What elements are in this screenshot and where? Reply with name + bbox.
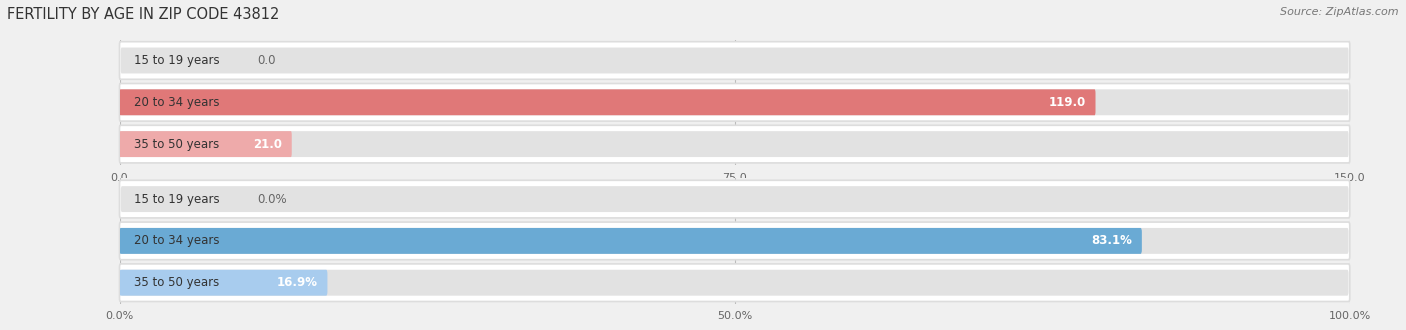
Text: 21.0: 21.0	[253, 138, 281, 150]
FancyBboxPatch shape	[121, 131, 1348, 157]
FancyBboxPatch shape	[120, 89, 1095, 115]
FancyBboxPatch shape	[121, 186, 1348, 212]
FancyBboxPatch shape	[120, 228, 1142, 254]
FancyBboxPatch shape	[121, 270, 1348, 296]
Text: 119.0: 119.0	[1049, 96, 1085, 109]
FancyBboxPatch shape	[120, 180, 1350, 218]
Text: 0.0: 0.0	[257, 54, 276, 67]
FancyBboxPatch shape	[121, 89, 1348, 115]
Text: 35 to 50 years: 35 to 50 years	[135, 276, 219, 289]
FancyBboxPatch shape	[120, 125, 1350, 163]
Text: 0.0%: 0.0%	[257, 193, 287, 206]
FancyBboxPatch shape	[120, 131, 292, 157]
Text: 15 to 19 years: 15 to 19 years	[135, 54, 219, 67]
FancyBboxPatch shape	[120, 222, 1350, 260]
Text: Source: ZipAtlas.com: Source: ZipAtlas.com	[1281, 7, 1399, 16]
FancyBboxPatch shape	[120, 264, 1350, 302]
Text: FERTILITY BY AGE IN ZIP CODE 43812: FERTILITY BY AGE IN ZIP CODE 43812	[7, 7, 280, 21]
FancyBboxPatch shape	[121, 228, 1348, 254]
Text: 35 to 50 years: 35 to 50 years	[135, 138, 219, 150]
Text: 15 to 19 years: 15 to 19 years	[135, 193, 219, 206]
FancyBboxPatch shape	[120, 83, 1350, 121]
Text: 83.1%: 83.1%	[1091, 234, 1132, 248]
FancyBboxPatch shape	[120, 42, 1350, 79]
Text: 20 to 34 years: 20 to 34 years	[135, 96, 219, 109]
Text: 16.9%: 16.9%	[277, 276, 318, 289]
FancyBboxPatch shape	[120, 270, 328, 296]
Text: 20 to 34 years: 20 to 34 years	[135, 234, 219, 248]
FancyBboxPatch shape	[121, 48, 1348, 74]
